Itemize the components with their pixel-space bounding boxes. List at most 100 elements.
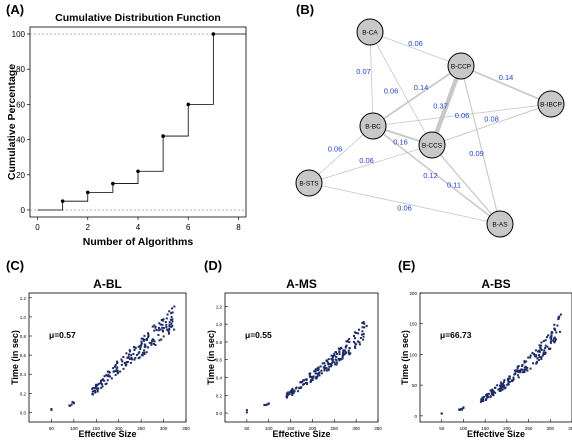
scatter-point (328, 365, 331, 368)
scatter-point (361, 326, 364, 329)
scatter-point (164, 321, 167, 324)
scatter-point (126, 361, 129, 364)
network-edge (369, 31, 433, 146)
scatter-point (341, 356, 344, 359)
network-edge (460, 65, 552, 105)
edge-weight-label: 0.06 (455, 111, 470, 120)
scatter-point (348, 347, 351, 350)
scatter-point (529, 356, 532, 359)
scatter-point (105, 382, 108, 385)
scatter-point (170, 322, 173, 325)
scatter-point (354, 346, 357, 349)
scatter-mean-annotation: μ=0.55 (245, 330, 272, 340)
scatter-x-tick-label: 50 (244, 426, 250, 431)
scatter-point (499, 384, 502, 387)
scatter-point (132, 345, 135, 348)
scatter-point (523, 368, 526, 371)
scatter-point (170, 315, 173, 318)
scatter-point (317, 373, 320, 376)
scatter-title: A-MS (286, 277, 317, 291)
scatter-x-tick-label: 200 (309, 426, 317, 431)
cdf-point (136, 169, 140, 174)
scatter-point (168, 321, 171, 324)
scatter-point (135, 354, 138, 357)
scatter-point (360, 333, 363, 336)
cdf-point (85, 190, 90, 195)
panel-letter-a: (A) (6, 2, 25, 17)
scatter-x-tick-label: 250 (331, 426, 339, 431)
scatter-point (517, 370, 520, 373)
scatter-point (171, 324, 174, 327)
scatter-point (314, 372, 317, 375)
scatter-point (127, 356, 130, 359)
scatter-point (326, 360, 329, 363)
scatter-point (155, 328, 158, 331)
scatter-point (440, 412, 443, 415)
scatter-point (506, 378, 509, 381)
scatter-point (310, 379, 313, 382)
scatter-point (502, 386, 505, 389)
scatter-point (320, 369, 323, 372)
scatter-point (125, 352, 128, 355)
scatter-point (510, 379, 513, 382)
network-node (418, 131, 446, 159)
scatter-point (544, 344, 547, 347)
cdf-point (60, 199, 65, 203)
scatter-point (547, 347, 550, 350)
scatter-x-tick-label: 200 (115, 426, 123, 431)
scatter-point (94, 385, 97, 388)
scatter-y-tick-label: 0.2 (20, 391, 27, 396)
scatter-point (128, 353, 131, 356)
scatter-x-tick-label: 250 (525, 426, 533, 431)
scatter-point (516, 365, 519, 368)
scatter-point (142, 339, 145, 342)
network-node (295, 169, 323, 197)
scatter-point (521, 368, 524, 371)
scatter-y-tick-label: 0.8 (20, 334, 27, 339)
cdf-y-tick-label: 20 (16, 171, 25, 180)
scatter-point (559, 313, 562, 316)
edge-weight-label: 0.07 (356, 67, 371, 76)
scatter-y-axis-label: Time (in sec) (206, 330, 216, 385)
scatter-point (173, 305, 176, 308)
scatter-point (114, 364, 117, 367)
scatter-point (323, 367, 326, 370)
scatter-point (538, 344, 541, 347)
scatter-point (96, 384, 99, 387)
scatter-point (291, 387, 294, 390)
scatter-point (100, 386, 103, 389)
cdf-x-tick-label: 8 (236, 223, 241, 232)
scatter-point (348, 341, 351, 344)
scatter-point (130, 354, 133, 357)
scatter-point (494, 391, 497, 394)
scatter-point (344, 349, 347, 352)
scatter-point (145, 351, 148, 354)
scatter-point (503, 384, 506, 387)
scatter-point (134, 357, 137, 360)
scatter-point (314, 377, 317, 380)
scatter-point (358, 343, 361, 346)
scatter-point (334, 351, 337, 354)
scatter-y-tick-label: 1.0 (216, 322, 223, 327)
scatter-point (515, 369, 518, 372)
scatter-point (557, 318, 560, 321)
scatter-y-tick-label: 0.0 (216, 411, 223, 416)
scatter-point (549, 340, 552, 343)
network-node (447, 52, 475, 80)
cdf-point (186, 102, 191, 107)
scatter-point (96, 390, 99, 393)
scatter-point (304, 381, 307, 384)
scatter-point (338, 359, 341, 362)
cdf-step-line (37, 33, 246, 211)
scatter-point (167, 331, 170, 334)
scatter-point (535, 355, 538, 358)
scatter-point (323, 369, 326, 372)
scatter-point (69, 404, 72, 407)
scatter-point (285, 395, 288, 398)
scatter-point (128, 349, 131, 352)
scatter-y-tick-label: 0.6 (216, 358, 223, 363)
scatter-point (335, 359, 338, 362)
network-edge (308, 144, 433, 184)
scatter-point (144, 344, 147, 347)
scatter-point (559, 330, 562, 333)
